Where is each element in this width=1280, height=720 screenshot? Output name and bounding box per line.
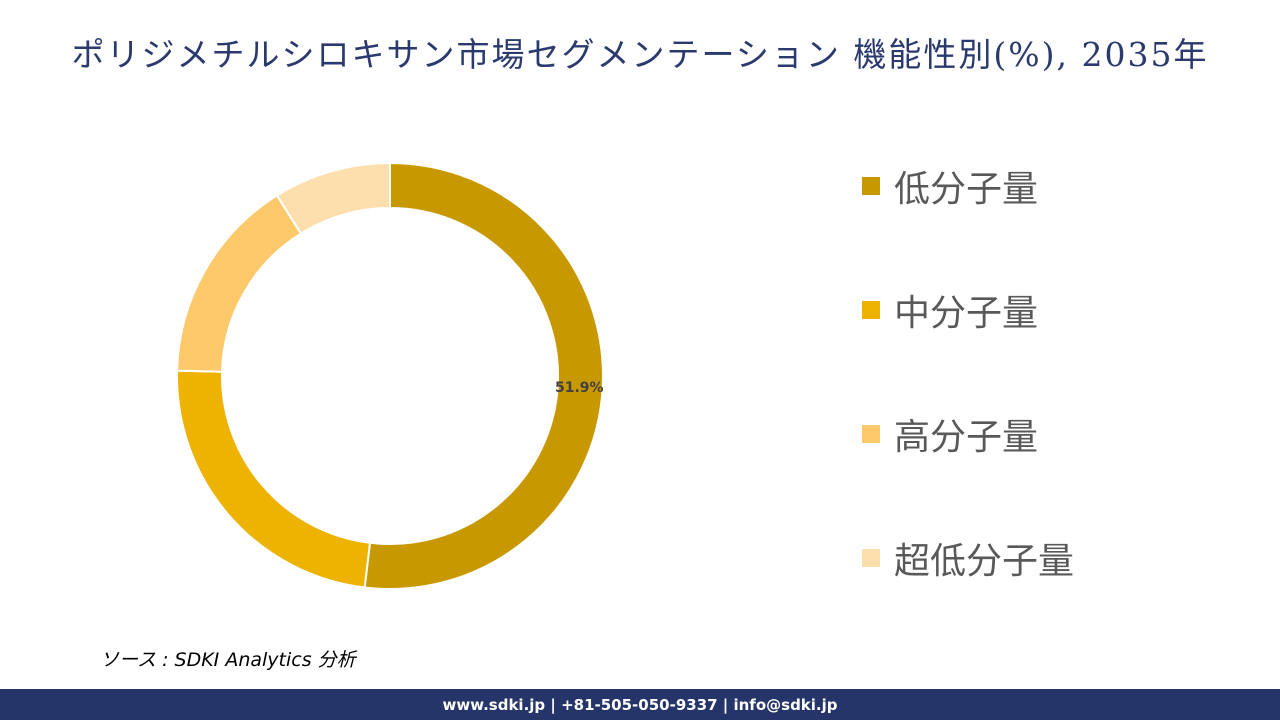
data-label-low-molecular: 51.9% [555, 380, 604, 396]
legend-swatch-icon [862, 301, 880, 319]
footer-bar: www.sdki.jp | +81-505-050-9337 | info@sd… [0, 689, 1280, 720]
donut-segment-3 [275, 161, 391, 235]
legend-label: 超低分子量 [894, 541, 1075, 582]
legend-item-low: 低分子量 [862, 160, 1038, 212]
legend-label: 低分子量 [894, 169, 1039, 210]
footer-contact: www.sdki.jp | +81-505-050-9337 | info@sd… [442, 695, 838, 714]
legend-item-medium: 中分子量 [862, 284, 1038, 336]
donut-chart [160, 150, 620, 610]
donut-chart-svg [176, 161, 604, 590]
donut-segment-1 [176, 369, 372, 589]
donut-segment-2 [176, 194, 303, 373]
legend-swatch-icon [862, 549, 880, 567]
donut-segment-0 [363, 161, 604, 590]
chart-title: ポリジメチルシロキサン市場セグメンテーション 機能性別(%), 2035年 [71, 35, 1209, 74]
legend-item-ultra-low: 超低分子量 [862, 532, 1074, 584]
legend-label: 高分子量 [894, 417, 1039, 458]
legend-item-high: 高分子量 [862, 408, 1038, 460]
legend-swatch-icon [862, 425, 880, 443]
legend-swatch-icon [862, 177, 880, 195]
source-note: ソース : SDKI Analytics 分析 [100, 649, 356, 671]
legend-label: 中分子量 [894, 293, 1039, 334]
